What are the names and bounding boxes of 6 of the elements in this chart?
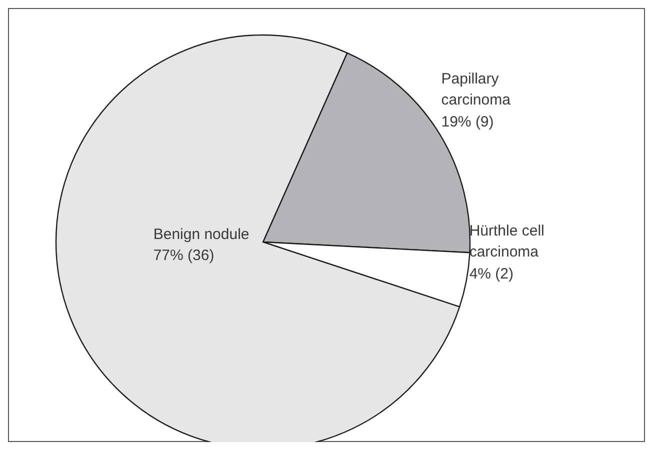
data-label: 19% (9)	[441, 114, 494, 131]
slice-label: Papillary carcinoma	[441, 70, 512, 109]
data-label: 77% (36)	[153, 246, 214, 264]
data-label: 4% (2)	[469, 266, 514, 283]
slice-label: Benign nodule	[153, 226, 250, 243]
slice-label: Hürthle cell carcinoma	[469, 222, 544, 261]
